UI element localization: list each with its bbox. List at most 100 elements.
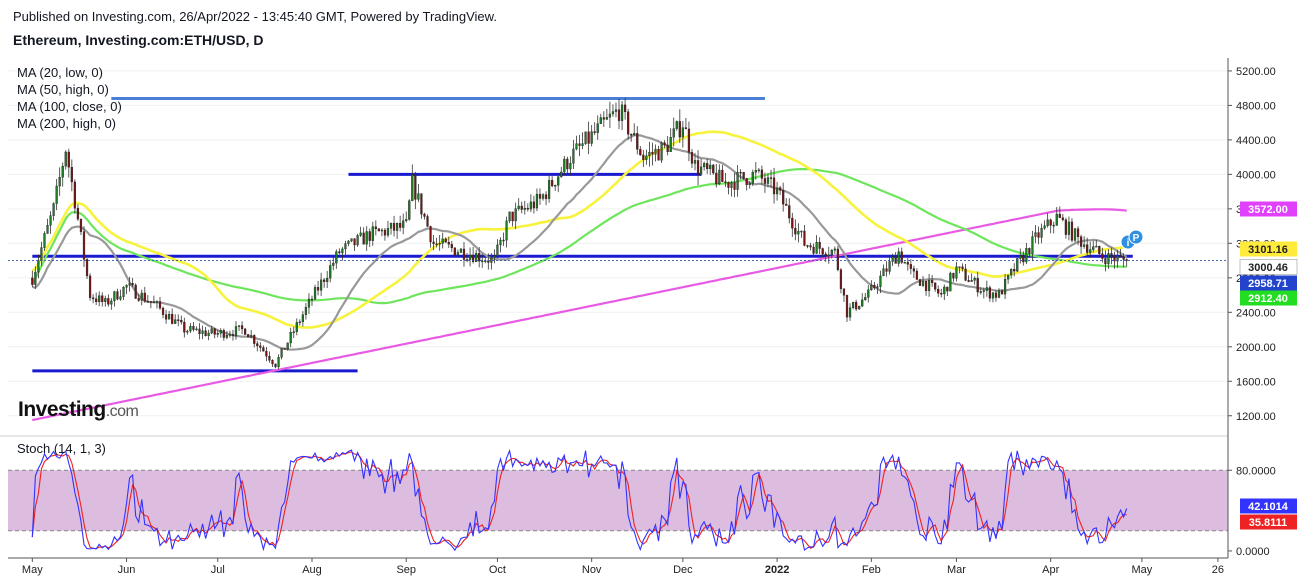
candle[interactable] xyxy=(791,212,794,237)
candle[interactable] xyxy=(262,345,265,352)
candle[interactable] xyxy=(399,215,402,232)
candle[interactable] xyxy=(663,140,666,149)
candle[interactable] xyxy=(900,247,903,264)
candle[interactable] xyxy=(842,288,846,302)
candle[interactable] xyxy=(630,133,633,142)
candle[interactable] xyxy=(766,173,770,188)
candle[interactable] xyxy=(1049,218,1052,234)
candle[interactable] xyxy=(444,237,447,243)
candle[interactable] xyxy=(645,149,648,165)
candle[interactable] xyxy=(225,330,228,340)
candle[interactable] xyxy=(146,295,149,303)
candle[interactable] xyxy=(1122,253,1125,268)
candle[interactable] xyxy=(186,329,189,335)
candle[interactable] xyxy=(338,248,341,255)
candle[interactable] xyxy=(547,173,551,203)
candle[interactable] xyxy=(961,263,964,272)
candle[interactable] xyxy=(313,284,317,300)
candle[interactable] xyxy=(164,309,168,324)
candle[interactable] xyxy=(432,234,435,251)
candle[interactable] xyxy=(608,101,612,128)
candle[interactable] xyxy=(76,204,80,221)
candle[interactable] xyxy=(92,294,95,304)
candle[interactable] xyxy=(806,244,809,249)
candlestick-series[interactable] xyxy=(31,97,1128,370)
candle[interactable] xyxy=(1046,213,1049,228)
candle[interactable] xyxy=(779,185,782,196)
candle[interactable] xyxy=(174,314,177,324)
candle[interactable] xyxy=(627,108,630,140)
candle[interactable] xyxy=(578,135,581,157)
candle[interactable] xyxy=(98,291,101,307)
candle[interactable] xyxy=(788,198,791,224)
candle[interactable] xyxy=(569,156,572,176)
candle[interactable] xyxy=(149,301,152,309)
candle[interactable] xyxy=(912,265,916,279)
candle[interactable] xyxy=(402,213,405,235)
candle[interactable] xyxy=(648,141,651,167)
candle[interactable] xyxy=(937,285,940,297)
candle[interactable] xyxy=(110,298,113,310)
candle[interactable] xyxy=(368,228,371,248)
candle[interactable] xyxy=(1107,249,1110,269)
candle[interactable] xyxy=(736,164,739,197)
candle[interactable] xyxy=(1076,226,1080,246)
candle[interactable] xyxy=(982,287,985,299)
candle[interactable] xyxy=(785,198,788,206)
candle[interactable] xyxy=(377,227,380,232)
candle[interactable] xyxy=(794,219,797,241)
candle[interactable] xyxy=(596,115,599,140)
candle[interactable] xyxy=(140,289,143,306)
candle[interactable] xyxy=(1055,207,1058,227)
candle[interactable] xyxy=(1083,236,1086,249)
candle[interactable] xyxy=(651,142,654,166)
candle[interactable] xyxy=(310,295,314,306)
candle[interactable] xyxy=(657,145,660,161)
candle[interactable] xyxy=(587,121,590,155)
candle[interactable] xyxy=(183,317,186,338)
candle[interactable] xyxy=(909,259,912,275)
candle[interactable] xyxy=(383,228,387,241)
candle[interactable] xyxy=(970,273,973,282)
candle[interactable] xyxy=(134,283,137,299)
candle[interactable] xyxy=(298,319,301,326)
candle[interactable] xyxy=(219,328,222,338)
candle[interactable] xyxy=(623,97,627,120)
candle[interactable] xyxy=(584,131,587,145)
candle[interactable] xyxy=(952,272,955,282)
candle[interactable] xyxy=(347,240,350,247)
candle[interactable] xyxy=(894,252,897,264)
candle[interactable] xyxy=(836,245,840,272)
candle[interactable] xyxy=(438,234,441,251)
candle[interactable] xyxy=(1110,247,1113,265)
candle[interactable] xyxy=(316,280,320,296)
candle[interactable] xyxy=(228,330,232,338)
candle[interactable] xyxy=(441,232,444,249)
candle[interactable] xyxy=(408,199,411,221)
candle[interactable] xyxy=(359,226,362,237)
candle[interactable] xyxy=(964,264,967,282)
candle[interactable] xyxy=(1058,206,1061,218)
candle[interactable] xyxy=(724,173,727,187)
candle[interactable] xyxy=(721,164,724,182)
candle[interactable] xyxy=(490,253,493,270)
candle[interactable] xyxy=(73,179,76,214)
candle[interactable] xyxy=(453,247,456,256)
candle[interactable] xyxy=(67,148,70,178)
candle[interactable] xyxy=(1052,221,1055,234)
candle[interactable] xyxy=(581,132,584,150)
candle[interactable] xyxy=(636,126,639,155)
candle[interactable] xyxy=(973,276,976,285)
candle[interactable] xyxy=(885,261,888,277)
candle[interactable] xyxy=(335,249,338,269)
candle[interactable] xyxy=(189,322,192,334)
candle[interactable] xyxy=(532,195,536,214)
candle[interactable] xyxy=(1037,226,1040,245)
candle[interactable] xyxy=(237,325,241,331)
candle[interactable] xyxy=(58,167,61,196)
candle[interactable] xyxy=(739,169,742,180)
candle[interactable] xyxy=(468,247,472,267)
candle[interactable] xyxy=(517,198,520,211)
candle[interactable] xyxy=(462,241,466,267)
candle[interactable] xyxy=(244,328,247,335)
